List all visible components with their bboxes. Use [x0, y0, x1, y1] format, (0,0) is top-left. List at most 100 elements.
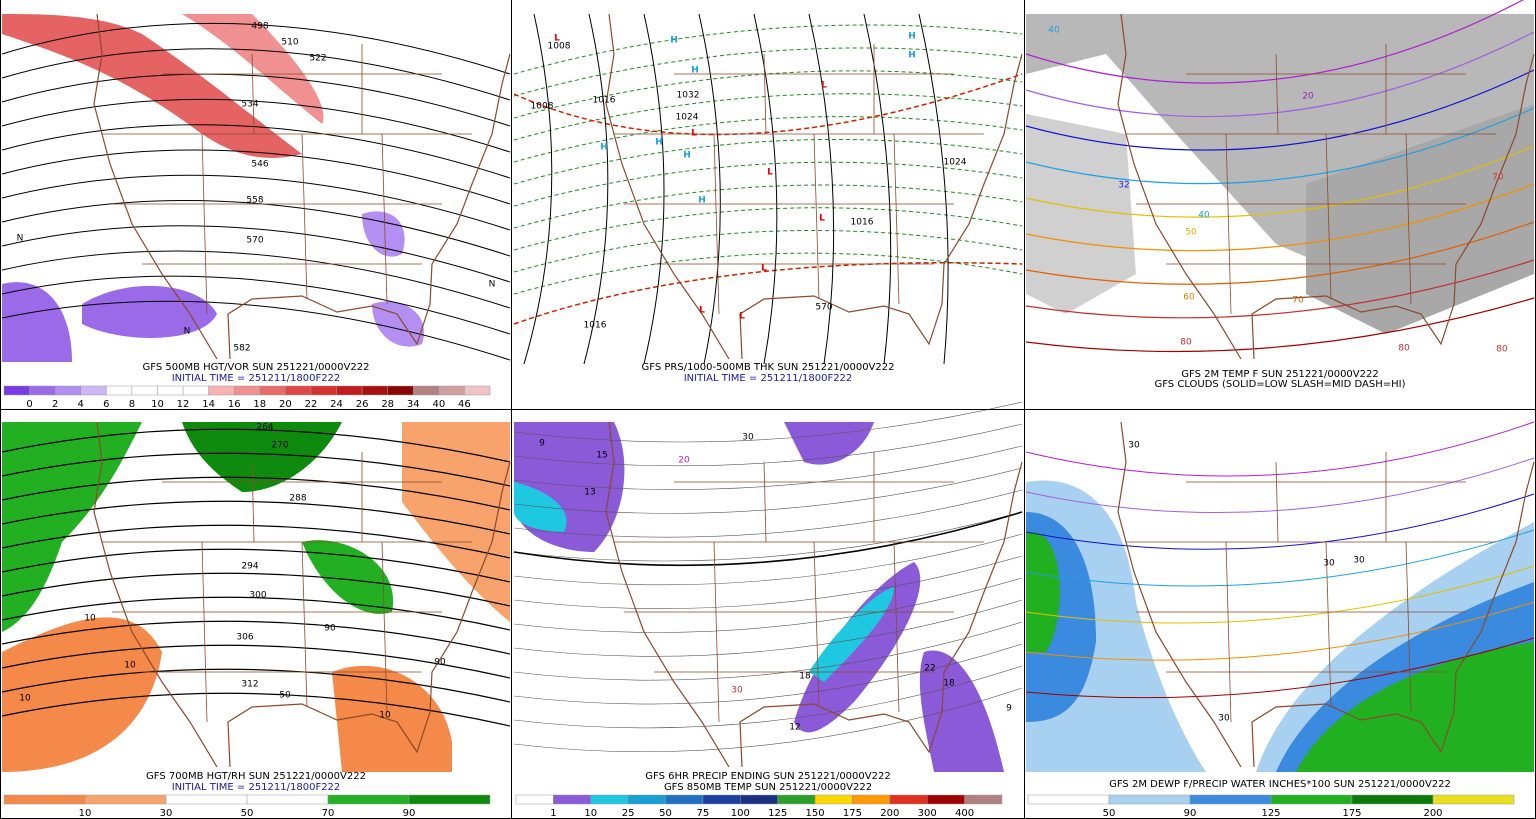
height-contour — [1, 275, 511, 335]
temperature-contour — [1025, 183, 1535, 252]
thickness-contour — [513, 230, 1023, 273]
pw-area — [1296, 642, 1534, 772]
map-label: 30 — [1353, 556, 1365, 566]
temperature-contour — [513, 467, 1023, 514]
colorbar-label: 12 — [177, 399, 190, 410]
rh-area — [2, 422, 142, 632]
colorbar-box — [814, 794, 853, 805]
map-label: 20 — [1302, 92, 1314, 102]
colorbar-box — [1108, 794, 1191, 805]
thickness-contour — [513, 184, 1023, 229]
map-label: 30 — [731, 686, 743, 696]
height-contour — [1, 98, 511, 153]
map-label: 60 — [1183, 293, 1195, 303]
map-label: N — [184, 327, 191, 337]
map — [513, 401, 1023, 772]
map-background — [514, 14, 1022, 362]
map-label: 20 — [678, 456, 690, 466]
map-label: 70 — [1292, 296, 1304, 306]
temperature-contour — [513, 423, 1023, 467]
temperature-contour — [1025, 259, 1535, 319]
height-contour — [1, 124, 511, 179]
map-label: 288 — [289, 494, 306, 504]
colorbar-box — [3, 385, 30, 396]
map-label: 9 — [539, 439, 545, 449]
height-contour — [1, 48, 511, 101]
caption: GFS 6HR PRECIP ENDING SUN 251221/0000V22… — [645, 771, 890, 782]
map-label: 18 — [943, 679, 955, 689]
colorbar-box — [553, 794, 592, 805]
borders — [614, 44, 984, 315]
temperature-contour — [513, 445, 1023, 490]
colorbar-box — [106, 385, 133, 396]
map-label: 70 — [1492, 173, 1504, 183]
colorbar-label: 8 — [129, 399, 135, 410]
colorbar-box — [233, 385, 261, 396]
colorbar-box — [3, 794, 86, 805]
map-label: 270 — [271, 441, 288, 451]
thickness-contour — [513, 47, 1023, 97]
caption: GFS PRS/1000-500MB THK SUN 251221/0000V2… — [642, 362, 895, 373]
map-label: 30 — [1128, 441, 1140, 451]
temperature-contour — [513, 577, 1023, 633]
map-label: H — [600, 143, 608, 153]
colorbar-label: 0 — [26, 399, 32, 410]
panel: 264 270 288 294 300 306 312 10 10 10 10 90 90 50 GFS 7… — [1, 421, 511, 819]
map-label: 32 — [1118, 181, 1129, 191]
map — [1, 421, 511, 772]
rh-area — [182, 422, 342, 492]
colorbar-label: 300 — [918, 808, 937, 819]
colorbar-label: 16 — [228, 399, 241, 410]
colorbar-box — [208, 385, 235, 396]
map-label: L — [821, 81, 827, 91]
temperature-contour — [513, 555, 1023, 609]
colorbar-label: 40 — [432, 399, 445, 410]
colorbar-box — [1270, 794, 1353, 805]
height-contour — [1, 428, 511, 463]
height-contour — [1, 250, 511, 309]
caption: GFS 2M TEMP F SUN 251221/0000V222 — [1181, 369, 1378, 380]
colorbar-label: 6 — [103, 399, 109, 410]
map-label: L — [691, 129, 697, 139]
panel: 30 30 30 30 GFS 2M DEWP F/PRECIP WATER INCHE… — [1025, 421, 1535, 819]
thickness-contour — [513, 207, 1023, 251]
temperature-contour — [513, 621, 1023, 681]
height-contour — [1, 500, 511, 535]
map-label: 1024 — [676, 113, 699, 123]
caption: GFS 850MB TEMP SUN 251221/0000V222 — [664, 782, 872, 793]
map-label: 40 — [1048, 26, 1060, 36]
map-label: 1016 — [593, 96, 616, 106]
pressure-contour — [753, 13, 778, 365]
colorbar-box — [259, 385, 286, 396]
map — [513, 13, 1023, 365]
height-contour — [1, 174, 511, 231]
map-label: 30 — [1323, 559, 1335, 569]
map — [1, 13, 511, 362]
map-label: 312 — [241, 680, 258, 690]
map-label: 1016 — [851, 218, 874, 228]
colorbar-label: 50 — [659, 808, 672, 819]
map-label: L — [699, 306, 705, 316]
map-label: 306 — [236, 633, 253, 643]
map-label: 534 — [241, 100, 258, 110]
colorbar-box — [29, 385, 56, 396]
map-label: H — [908, 32, 916, 42]
map-label: 294 — [241, 562, 258, 572]
map-label: 264 — [256, 423, 273, 433]
thickness-contour — [513, 138, 1023, 185]
colorbar-box — [1432, 794, 1515, 805]
temperature-contour — [1025, 145, 1535, 218]
map-label: H — [691, 66, 699, 76]
map-label: 90 — [434, 658, 446, 668]
map-label: L — [767, 168, 773, 178]
vorticity-area — [2, 282, 72, 362]
pw-area — [1026, 532, 1060, 652]
map-label: H — [670, 36, 678, 46]
map-label: 1016 — [584, 321, 607, 331]
temperature-contour — [513, 665, 1023, 729]
map-label: 40 — [1198, 211, 1210, 221]
temperature-contour — [513, 511, 1023, 562]
caption: GFS CLOUDS (SOLID=LOW SLASH=MID DASH=HI) — [1154, 379, 1405, 390]
